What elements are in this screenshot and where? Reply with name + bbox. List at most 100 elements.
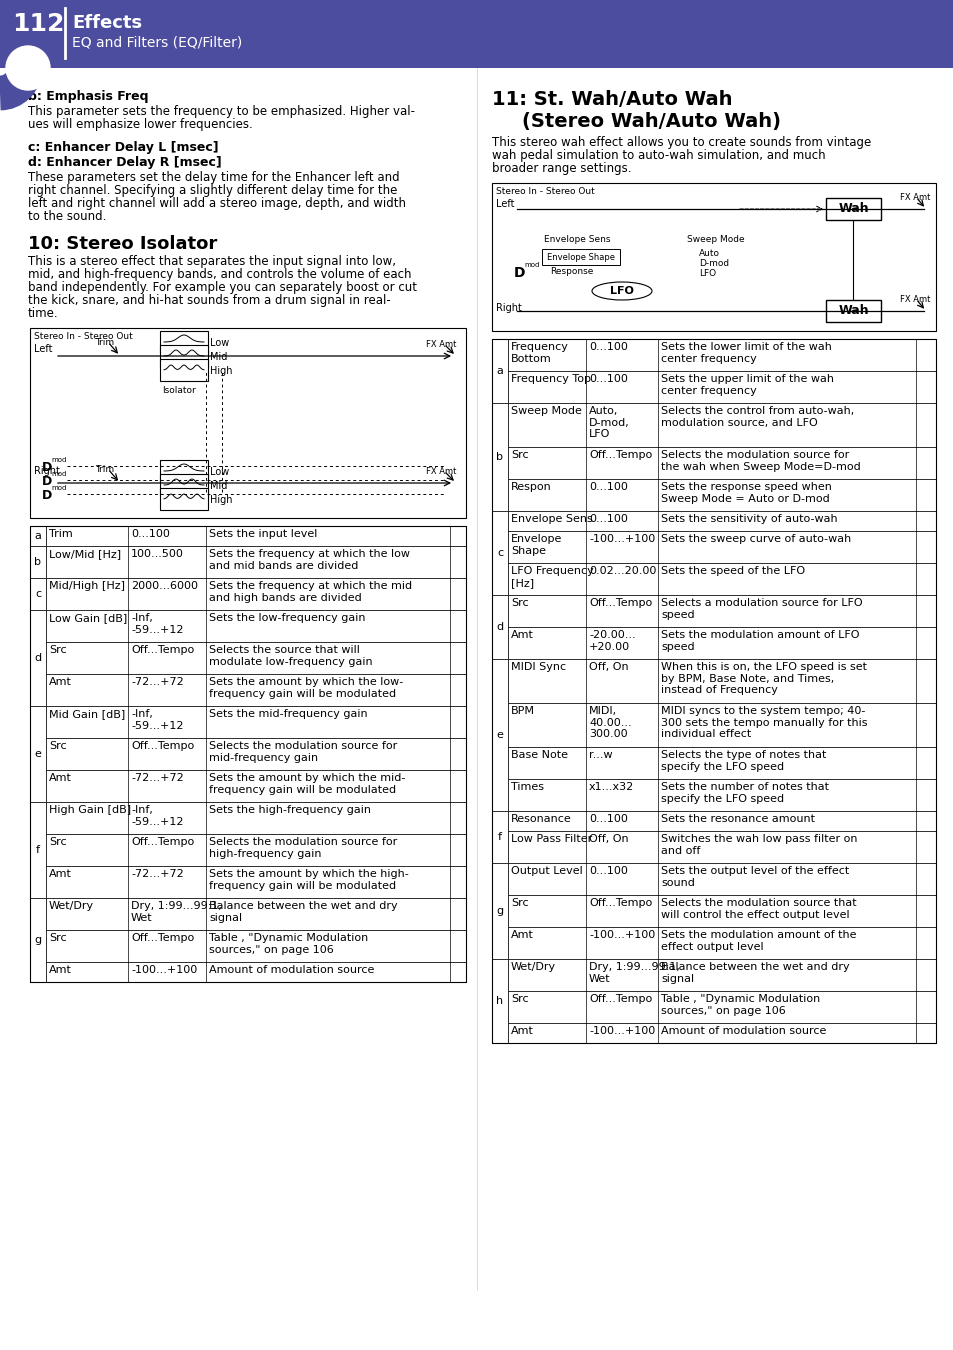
- Text: to the sound.: to the sound.: [28, 211, 107, 223]
- Text: b: b: [496, 452, 503, 462]
- Text: -72...+72: -72...+72: [131, 869, 184, 879]
- Bar: [46, 834, 465, 865]
- Bar: [492, 512, 507, 595]
- Text: the kick, snare, and hi-hat sounds from a drum signal in real-: the kick, snare, and hi-hat sounds from …: [28, 294, 391, 306]
- Bar: [507, 832, 935, 863]
- Text: Trim: Trim: [95, 338, 114, 347]
- Text: Sets the sweep curve of auto-wah: Sets the sweep curve of auto-wah: [660, 535, 850, 544]
- Text: D: D: [514, 266, 525, 279]
- Bar: [30, 526, 465, 981]
- Text: Right: Right: [34, 466, 60, 477]
- Text: D: D: [42, 475, 52, 487]
- Text: h: h: [496, 996, 503, 1006]
- Bar: [160, 346, 208, 367]
- Bar: [46, 674, 465, 706]
- Bar: [46, 643, 465, 674]
- Text: Left: Left: [34, 344, 52, 354]
- Text: d: d: [496, 622, 503, 632]
- Text: Low Gain [dB]: Low Gain [dB]: [49, 613, 127, 622]
- Bar: [46, 610, 465, 643]
- Text: c: c: [497, 548, 502, 558]
- Text: Mid Gain [dB]: Mid Gain [dB]: [49, 709, 125, 720]
- Text: Mid: Mid: [210, 352, 227, 362]
- Text: High: High: [210, 366, 233, 377]
- Bar: [160, 331, 208, 352]
- Text: mod: mod: [523, 262, 538, 269]
- Text: Balance between the wet and dry
signal: Balance between the wet and dry signal: [209, 900, 397, 922]
- Text: Dry, 1:99...99:1,
Wet: Dry, 1:99...99:1, Wet: [131, 900, 222, 922]
- Text: 0.02...20.00: 0.02...20.00: [588, 566, 656, 576]
- Text: -Inf,
-59...+12: -Inf, -59...+12: [131, 709, 183, 730]
- Text: a: a: [497, 366, 503, 377]
- Text: Amt: Amt: [49, 869, 71, 879]
- Text: Sets the amount by which the low-
frequency gain will be modulated: Sets the amount by which the low- freque…: [209, 676, 403, 698]
- Text: EQ and Filters (EQ/Filter): EQ and Filters (EQ/Filter): [71, 36, 242, 50]
- Bar: [507, 863, 935, 895]
- Text: Off...Tempo: Off...Tempo: [131, 837, 194, 846]
- Text: Base Note: Base Note: [511, 751, 567, 760]
- Bar: [46, 738, 465, 769]
- Text: Off...Tempo: Off...Tempo: [588, 994, 652, 1004]
- Bar: [160, 359, 208, 381]
- Text: Times: Times: [511, 782, 543, 792]
- Text: c: Enhancer Delay L [msec]: c: Enhancer Delay L [msec]: [28, 140, 218, 154]
- Text: Src: Src: [511, 598, 528, 608]
- Text: Sets the frequency at which the low
and mid bands are divided: Sets the frequency at which the low and …: [209, 549, 410, 571]
- Bar: [507, 747, 935, 779]
- Bar: [30, 610, 46, 706]
- Text: Sets the high-frequency gain: Sets the high-frequency gain: [209, 805, 371, 815]
- Text: 0...100: 0...100: [588, 374, 627, 383]
- Text: Sets the modulation amount of the
effect output level: Sets the modulation amount of the effect…: [660, 930, 856, 952]
- Ellipse shape: [592, 282, 651, 300]
- Text: Sets the upper limit of the wah
center frequency: Sets the upper limit of the wah center f…: [660, 374, 833, 396]
- Text: Switches the wah low pass filter on
and off: Switches the wah low pass filter on and …: [660, 834, 857, 856]
- Text: Stereo In - Stereo Out: Stereo In - Stereo Out: [34, 332, 132, 342]
- Text: LFO Frequency
[Hz]: LFO Frequency [Hz]: [511, 566, 593, 587]
- Text: left and right channel will add a stereo image, depth, and width: left and right channel will add a stereo…: [28, 197, 406, 211]
- Text: -Inf,
-59...+12: -Inf, -59...+12: [131, 805, 183, 826]
- Text: Src: Src: [511, 994, 528, 1004]
- Text: Low: Low: [210, 467, 229, 477]
- Text: mod: mod: [51, 458, 67, 463]
- Bar: [30, 578, 46, 610]
- Text: D-mod: D-mod: [699, 259, 728, 269]
- Text: Resonance: Resonance: [511, 814, 571, 824]
- Text: Off, On: Off, On: [588, 834, 628, 844]
- Text: Amount of modulation source: Amount of modulation source: [660, 1026, 825, 1035]
- Bar: [507, 531, 935, 563]
- Text: Effects: Effects: [71, 14, 142, 32]
- Text: Frequency
Bottom: Frequency Bottom: [511, 342, 568, 363]
- Text: time.: time.: [28, 306, 58, 320]
- Text: f: f: [36, 845, 40, 855]
- Bar: [160, 460, 208, 482]
- Text: -72...+72: -72...+72: [131, 774, 184, 783]
- Text: Auto,
D-mod,
LFO: Auto, D-mod, LFO: [588, 406, 629, 439]
- Text: -100...+100: -100...+100: [588, 1026, 655, 1035]
- Text: 11: St. Wah/Auto Wah: 11: St. Wah/Auto Wah: [492, 90, 732, 109]
- Text: Sets the response speed when
Sweep Mode = Auto or D-mod: Sets the response speed when Sweep Mode …: [660, 482, 831, 504]
- Text: Selects a modulation source for LFO
speed: Selects a modulation source for LFO spee…: [660, 598, 862, 620]
- Text: a: a: [34, 531, 41, 541]
- Bar: [507, 563, 935, 595]
- Text: Amt: Amt: [49, 676, 71, 687]
- Bar: [30, 328, 465, 518]
- Text: g: g: [496, 906, 503, 917]
- Text: Left: Left: [496, 198, 514, 209]
- Text: Sets the sensitivity of auto-wah: Sets the sensitivity of auto-wah: [660, 514, 837, 524]
- Text: LFO: LFO: [609, 286, 634, 296]
- Bar: [46, 802, 465, 834]
- Text: Envelope Shape: Envelope Shape: [546, 252, 615, 262]
- Text: 0...100: 0...100: [131, 529, 170, 539]
- Text: FX Amt: FX Amt: [899, 193, 929, 202]
- Text: Mid/High [Hz]: Mid/High [Hz]: [49, 580, 125, 591]
- Bar: [46, 545, 465, 578]
- Text: e: e: [34, 749, 41, 759]
- Text: r...w: r...w: [588, 751, 612, 760]
- Text: Low Pass Filter: Low Pass Filter: [511, 834, 592, 844]
- Text: Selects the modulation source for
mid-frequency gain: Selects the modulation source for mid-fr…: [209, 741, 396, 763]
- Text: Selects the modulation source for
the wah when Sweep Mode=D-mod: Selects the modulation source for the wa…: [660, 450, 860, 471]
- Bar: [507, 811, 935, 832]
- Bar: [492, 339, 935, 1044]
- Bar: [46, 898, 465, 930]
- Text: ues will emphasize lower frequencies.: ues will emphasize lower frequencies.: [28, 117, 253, 131]
